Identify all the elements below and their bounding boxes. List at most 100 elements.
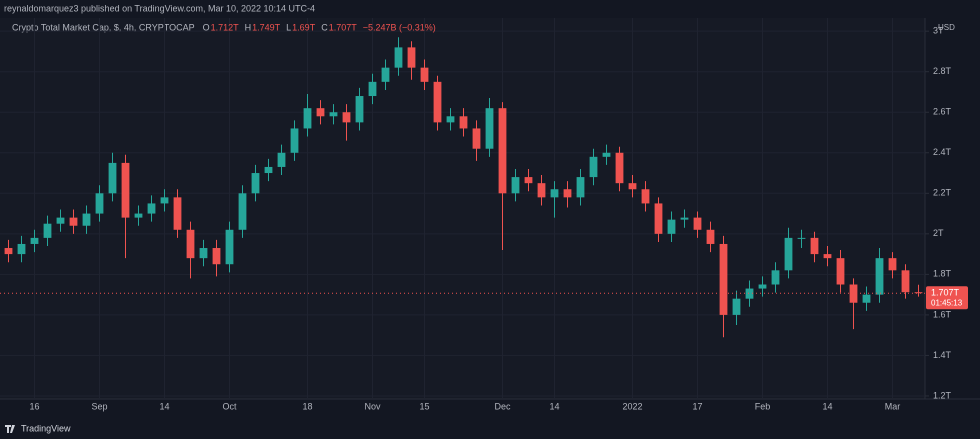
published-note: reynaldomarquez3 published on TradingVie… [4,3,315,13]
candle-body [4,248,13,255]
candle-body [316,108,325,117]
candle-body [433,81,442,123]
candle-body [134,213,143,218]
brand-logo [5,425,15,433]
candle-body [667,219,676,234]
x-tick-label: 14 [159,401,169,411]
candle-body [498,108,507,194]
candle-body [147,203,156,214]
candle-body [342,112,351,123]
candle-body [108,162,117,194]
candle-body [56,217,65,224]
legend-value: 1.749T [252,22,281,32]
candle-body [121,162,130,218]
price-tag [926,286,968,310]
candle-body [810,237,819,255]
y-tick-label: 1.4T [933,350,952,360]
legend-key: H [245,22,252,32]
x-tick-label: 2022 [622,401,642,411]
candle-body [888,258,897,271]
currency: USD [938,23,955,32]
legend-value: 1.707T [329,22,358,32]
candle-body [290,128,299,153]
candle-body [615,152,624,184]
chart-title: Crypto Total Market Cap, $, 4h, CRYPTOCA… [12,22,195,32]
candle-body [758,284,767,289]
y-tick-label: 1.6T [933,309,952,319]
candle-body [589,156,598,178]
candle-body [225,229,234,265]
candle-body [17,243,26,255]
candle-body [394,47,403,68]
x-tick-label: Feb [755,401,771,411]
candle-body [277,152,286,167]
candle-body [784,237,793,271]
candle-body [212,248,221,265]
candle-body [849,284,858,303]
candle-body [82,213,91,226]
candle-body [95,193,104,214]
candle-body [693,217,702,230]
candle-body [355,96,364,123]
candle-body [420,67,429,82]
x-tick-label: Dec [494,401,511,411]
candle-body [407,47,416,68]
y-tick-label: 2.4T [933,147,952,157]
y-tick-label: 2.8T [933,66,952,76]
candle-body [238,193,247,230]
x-tick-label: Oct [222,401,237,411]
candle-body [459,116,468,129]
price-tag-countdown: 01:45:13 [931,298,963,307]
candle-body [732,298,741,315]
candle-body [329,112,338,117]
candle-body [914,292,923,294]
x-tick-label: Sep [91,401,107,411]
candle-body [43,223,52,238]
x-tick-label: 14 [549,401,559,411]
candle-body [524,177,533,184]
candle-body [771,270,780,285]
legend-key: O [203,22,210,32]
candle-body [173,197,182,230]
candle-body [745,288,754,299]
x-tick-label: Mar [885,401,901,411]
candle-body [446,116,455,123]
candle-body [368,81,377,97]
candle-body [836,258,845,285]
x-tick-label: 14 [822,401,832,411]
candle-body [485,108,494,149]
candle-body [563,189,572,198]
candle-body [186,229,195,259]
candle-body [69,217,78,226]
candle-body [680,217,689,220]
candle-body [199,248,208,259]
x-tick-label: 16 [29,401,39,411]
candle-body [875,258,884,295]
y-tick-label: 1.8T [933,269,952,279]
candle-body [30,237,39,244]
candle-body [472,128,481,149]
y-tick-label: 2.6T [933,107,952,117]
price-tag-value: 1.707T [931,288,960,298]
candle-body [264,166,273,174]
x-tick-label: 15 [419,401,429,411]
x-tick-label: Nov [364,401,381,411]
candle-body [654,203,663,234]
candle-body [628,183,637,190]
candle-body [641,189,650,204]
candle-body [537,183,546,198]
candle-body [251,173,260,194]
y-tick-label: 1.2T [933,390,952,400]
candle-body [160,197,169,204]
candle-body [719,243,728,315]
candle-body [706,229,715,244]
candle-body [797,237,806,239]
y-tick-label: 2.2T [933,188,952,198]
candle-body [862,294,871,303]
legend-value: 1.69T [292,22,316,32]
candle-body [901,270,910,293]
x-tick-label: 17 [692,401,702,411]
candle-body [550,189,559,198]
legend-key: L [286,22,291,32]
